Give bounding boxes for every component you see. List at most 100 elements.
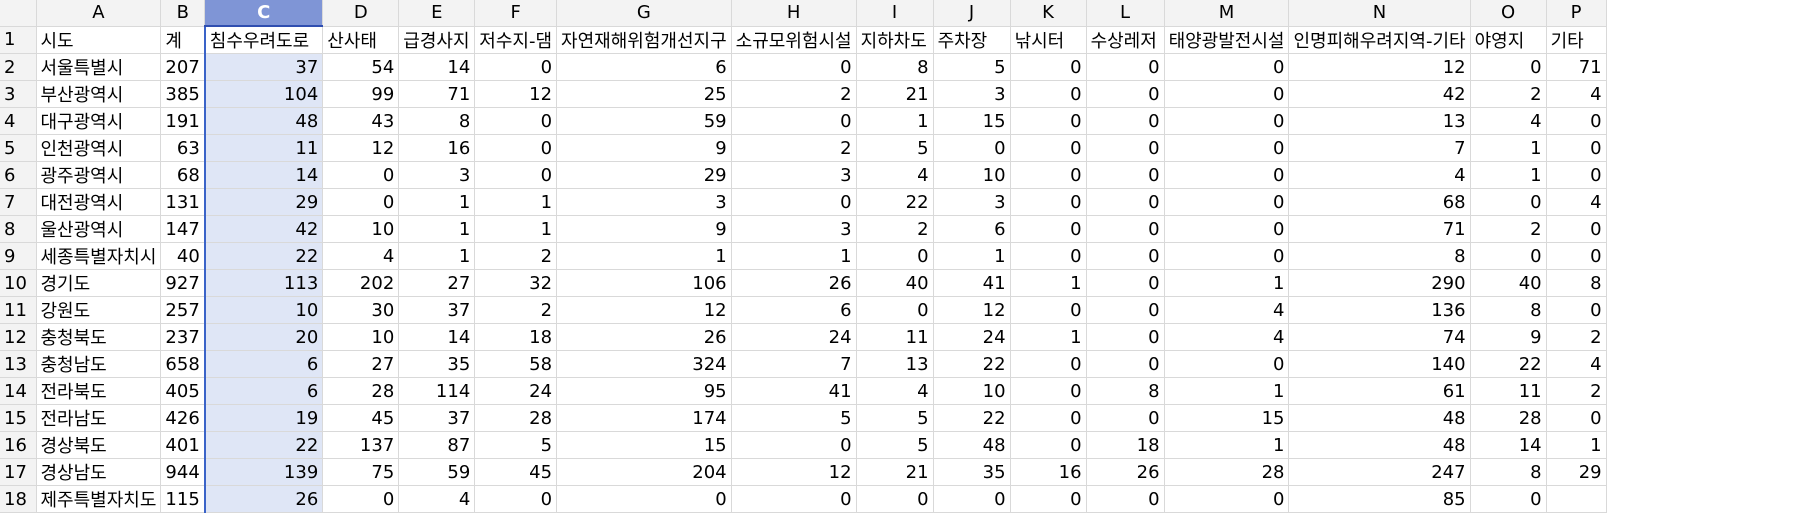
row-header[interactable]: 16	[0, 431, 37, 459]
table-cell[interactable]: 1	[1164, 377, 1290, 405]
header-cell[interactable]: 태양광발전시설	[1164, 26, 1290, 54]
table-cell[interactable]: 경상남도	[36, 458, 162, 486]
table-cell[interactable]: 0	[1086, 485, 1165, 513]
table-cell[interactable]: 5	[731, 404, 857, 432]
table-cell[interactable]: 12	[731, 458, 857, 486]
table-cell[interactable]: 14	[1470, 431, 1547, 459]
table-cell[interactable]: 2	[474, 242, 558, 270]
table-cell[interactable]: 0	[1546, 134, 1607, 162]
table-cell[interactable]: 4	[856, 377, 934, 405]
table-cell[interactable]: 20	[203, 323, 324, 351]
table-cell[interactable]: 0	[731, 107, 857, 135]
table-cell[interactable]: 115	[160, 485, 206, 513]
table-cell[interactable]: 0	[556, 485, 732, 513]
row-header[interactable]: 18	[0, 485, 37, 513]
table-cell[interactable]: 71	[1546, 53, 1607, 81]
row-header[interactable]: 9	[0, 242, 37, 270]
header-cell[interactable]: 산사태	[322, 26, 400, 54]
table-cell[interactable]: 0	[1010, 485, 1087, 513]
table-cell[interactable]: 0	[1086, 404, 1165, 432]
table-cell[interactable]: 12	[556, 296, 732, 324]
table-cell[interactable]: 18	[1086, 431, 1165, 459]
table-cell[interactable]: 11	[203, 134, 324, 162]
table-cell[interactable]: 0	[1086, 269, 1165, 297]
table-cell[interactable]: 22	[933, 404, 1011, 432]
table-cell[interactable]: 14	[398, 323, 476, 351]
table-cell[interactable]: 8	[856, 53, 934, 81]
table-cell[interactable]: 29	[556, 161, 732, 189]
table-cell[interactable]: 0	[1010, 377, 1087, 405]
row-header[interactable]: 3	[0, 80, 37, 108]
column-header-f[interactable]: F	[474, 0, 558, 27]
table-cell[interactable]: 21	[856, 80, 934, 108]
table-cell[interactable]: 54	[322, 53, 400, 81]
table-cell[interactable]: 0	[731, 188, 857, 216]
table-cell[interactable]: 2	[1546, 377, 1607, 405]
table-cell[interactable]: 0	[1086, 161, 1165, 189]
table-cell[interactable]: 1	[1546, 431, 1607, 459]
table-cell[interactable]: 405	[160, 377, 206, 405]
table-cell[interactable]: 9	[556, 134, 732, 162]
table-cell[interactable]: 경상북도	[36, 431, 162, 459]
header-cell[interactable]: 주차장	[933, 26, 1011, 54]
table-cell[interactable]: 8	[1086, 377, 1165, 405]
table-cell[interactable]: 25	[556, 80, 732, 108]
table-cell[interactable]: 28	[322, 377, 400, 405]
table-cell[interactable]: 0	[1010, 350, 1087, 378]
table-cell[interactable]: 26	[556, 323, 732, 351]
table-cell[interactable]: 19	[203, 404, 324, 432]
table-cell[interactable]: 131	[160, 188, 206, 216]
table-cell[interactable]: 22	[933, 350, 1011, 378]
table-cell[interactable]: 9	[1470, 323, 1547, 351]
table-cell[interactable]: 광주광역시	[36, 161, 162, 189]
table-cell[interactable]: 부산광역시	[36, 80, 162, 108]
table-cell[interactable]: 4	[398, 485, 476, 513]
table-cell[interactable]: 174	[556, 404, 732, 432]
column-header-e[interactable]: E	[398, 0, 476, 27]
table-cell[interactable]: 29	[203, 188, 324, 216]
table-cell[interactable]: 8	[1470, 296, 1547, 324]
table-cell[interactable]: 0	[1010, 134, 1087, 162]
table-cell[interactable]: 22	[856, 188, 934, 216]
table-cell[interactable]: 426	[160, 404, 206, 432]
table-cell[interactable]: 8	[398, 107, 476, 135]
table-cell[interactable]: 48	[933, 431, 1011, 459]
table-cell[interactable]: 6	[203, 377, 324, 405]
table-cell[interactable]: 0	[1546, 404, 1607, 432]
table-cell[interactable]: 0	[1164, 53, 1290, 81]
table-cell[interactable]: 99	[322, 80, 400, 108]
table-cell[interactable]: 0	[474, 485, 558, 513]
table-cell[interactable]: 0	[933, 134, 1011, 162]
row-header[interactable]: 17	[0, 458, 37, 486]
header-cell[interactable]: 낚시터	[1010, 26, 1087, 54]
table-cell[interactable]: 0	[474, 107, 558, 135]
row-header[interactable]: 4	[0, 107, 37, 135]
table-cell[interactable]	[1546, 485, 1607, 513]
table-cell[interactable]: 0	[1470, 485, 1547, 513]
table-cell[interactable]: 32	[474, 269, 558, 297]
table-cell[interactable]: 944	[160, 458, 206, 486]
table-cell[interactable]: 0	[1010, 296, 1087, 324]
table-cell[interactable]: 0	[474, 134, 558, 162]
table-cell[interactable]: 927	[160, 269, 206, 297]
row-header[interactable]: 7	[0, 188, 37, 216]
table-cell[interactable]: 385	[160, 80, 206, 108]
table-cell[interactable]: 0	[1010, 215, 1087, 243]
table-cell[interactable]: 5	[856, 134, 934, 162]
table-cell[interactable]: 충청북도	[36, 323, 162, 351]
table-cell[interactable]: 3	[398, 161, 476, 189]
table-cell[interactable]: 인천광역시	[36, 134, 162, 162]
table-cell[interactable]: 24	[731, 323, 857, 351]
table-cell[interactable]: 58	[474, 350, 558, 378]
table-cell[interactable]: 87	[398, 431, 476, 459]
table-cell[interactable]: 0	[1470, 53, 1547, 81]
table-cell[interactable]: 22	[203, 242, 324, 270]
row-header[interactable]: 5	[0, 134, 37, 162]
table-cell[interactable]: 18	[474, 323, 558, 351]
table-cell[interactable]: 0	[1086, 350, 1165, 378]
table-cell[interactable]: 27	[398, 269, 476, 297]
table-cell[interactable]: 15	[933, 107, 1011, 135]
table-cell[interactable]: 35	[933, 458, 1011, 486]
